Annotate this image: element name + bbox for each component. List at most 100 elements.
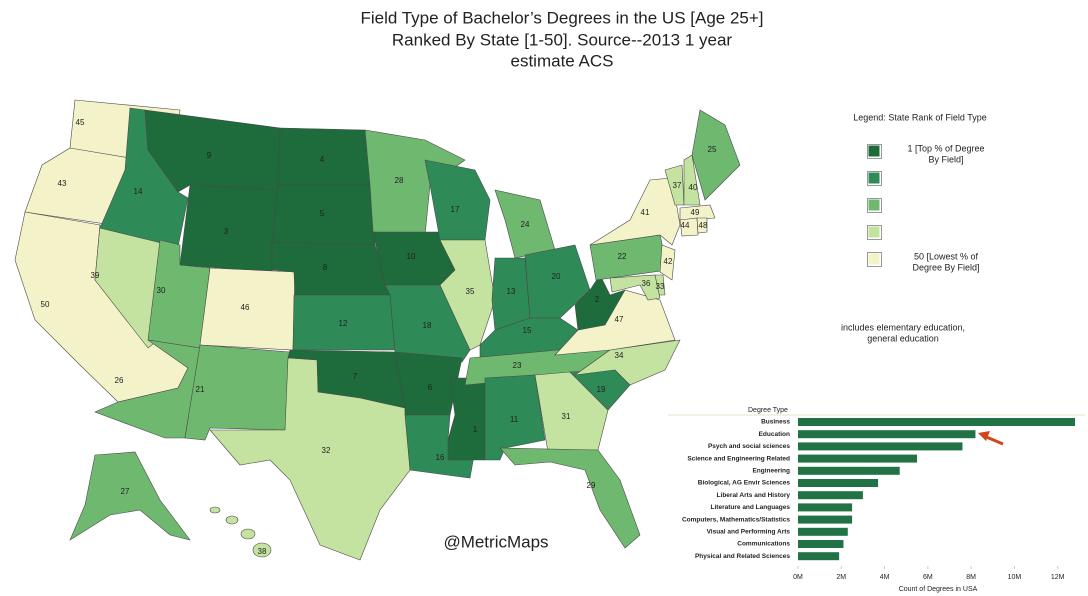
legend-swatch (867, 171, 881, 185)
state-rank-label: 50 (41, 300, 50, 309)
bar (798, 454, 918, 463)
state-rank-label: 13 (507, 287, 516, 296)
state (679, 204, 716, 221)
state (574, 274, 626, 331)
legend-swatch (867, 144, 881, 158)
legend-swatch (867, 225, 881, 239)
state (679, 217, 699, 237)
state-rank-label: 24 (521, 220, 530, 229)
state-rank-label: 8 (323, 263, 328, 272)
note: general education (867, 333, 939, 343)
bar (798, 430, 976, 439)
y-tick-label: Biological, AG Envir Sciences (698, 480, 791, 487)
map: 4543503914933046262145812732281018616173… (14, 99, 741, 561)
state (659, 244, 676, 281)
state (364, 129, 466, 236)
state-rank-label: 17 (451, 205, 460, 214)
x-tick-label: 10M (1008, 574, 1022, 581)
state (225, 515, 239, 525)
state-rank-label: 20 (552, 272, 561, 281)
legend-label: By Field] (928, 154, 963, 164)
state (424, 159, 491, 241)
legend-label: 50 [Lowest % of (914, 251, 979, 261)
legend: Legend: State Rank of Field Type 1 [Top … (853, 112, 986, 272)
state-rank-label: 28 (395, 176, 404, 185)
y-tick-label: Business (761, 419, 790, 426)
state-rank-label: 11 (510, 415, 519, 424)
state-rank-label: 46 (241, 303, 250, 312)
state-rank-label: 37 (673, 181, 682, 190)
x-tick-label: 6M (923, 574, 933, 581)
y-tick-label: Education (759, 431, 790, 438)
state-rank-label: 31 (562, 412, 571, 421)
note: includes elementary education, (841, 322, 965, 332)
y-tick-label: Physical and Related Sciences (695, 553, 790, 560)
bar (798, 418, 1075, 426)
bar (798, 540, 844, 548)
watermark: @MetricMaps (443, 532, 548, 551)
state (69, 451, 191, 541)
x-tick-label: 4M (880, 574, 890, 581)
bar (798, 552, 840, 561)
state-rank-label: 6 (428, 383, 433, 392)
legend-title: Legend: State Rank of Field Type (853, 112, 986, 122)
x-tick-label: 0M (793, 574, 803, 581)
state (696, 217, 708, 234)
state-rank-label: 10 (407, 252, 416, 261)
bar (798, 466, 900, 475)
bar (798, 527, 848, 536)
state-rank-label: 27 (121, 487, 130, 496)
state-rank-label: 5 (320, 209, 325, 218)
state-rank-label: 38 (258, 547, 267, 556)
state-rank-label: 35 (466, 287, 475, 296)
state-rank-label: 14 (134, 187, 143, 196)
bar (798, 503, 853, 512)
state-rank-label: 49 (691, 208, 700, 217)
state (439, 239, 496, 351)
state-rank-label: 39 (91, 271, 100, 280)
y-tick-label: Liberal Arts and History (717, 492, 791, 499)
state-rank-label: 44 (681, 221, 690, 230)
state-rank-label: 3 (224, 227, 229, 236)
y-tick-label: Communications (737, 541, 790, 548)
state-rank-label: 32 (322, 446, 331, 455)
state (683, 154, 701, 206)
state-rank-label: 43 (58, 179, 67, 188)
state-rank-label: 40 (689, 183, 698, 192)
state-rank-label: 42 (664, 257, 673, 266)
state-rank-label: 1 (473, 425, 478, 434)
state-rank-label: 4 (320, 155, 325, 164)
state (447, 377, 486, 461)
title-line: estimate ACS (511, 51, 614, 70)
bar-chart: Degree Type 0M 2M 4M 6M 8M 10M 12M Count of Degr… (668, 407, 1085, 593)
state-rank-label: 15 (523, 326, 532, 335)
y-tick-label: Computers, Mathematics/Statistics (682, 516, 790, 523)
state-rank-label: 22 (618, 252, 627, 261)
legend-label: Degree By Field] (912, 262, 979, 272)
x-tick-label: 2M (836, 574, 846, 581)
state-rank-label: 36 (642, 279, 651, 288)
state-rank-label: 30 (157, 286, 166, 295)
state (524, 244, 591, 319)
state-rank-label: 33 (656, 282, 665, 291)
y-tick-label: Psych and social sciences (708, 443, 790, 450)
state-rank-label: 25 (708, 145, 717, 154)
state (209, 357, 411, 561)
state (691, 109, 741, 201)
x-tick-label: 8M (966, 574, 976, 581)
state-rank-label: 41 (641, 208, 650, 217)
state-rank-label: 16 (436, 453, 445, 462)
state-rank-label: 21 (196, 385, 205, 394)
y-tick-label: Science and Engineering Related (687, 455, 790, 462)
state-rank-label: 29 (587, 481, 596, 490)
legend-swatch (867, 198, 881, 212)
title-line: Field Type of Bachelor’s Degrees in the … (360, 8, 763, 27)
bar (798, 491, 863, 500)
state-rank-label: 34 (615, 351, 624, 360)
x-tick-label: 12M (1051, 574, 1065, 581)
legend-swatch (867, 252, 881, 266)
arrow (978, 431, 1004, 446)
state (209, 506, 221, 514)
state (179, 184, 279, 273)
